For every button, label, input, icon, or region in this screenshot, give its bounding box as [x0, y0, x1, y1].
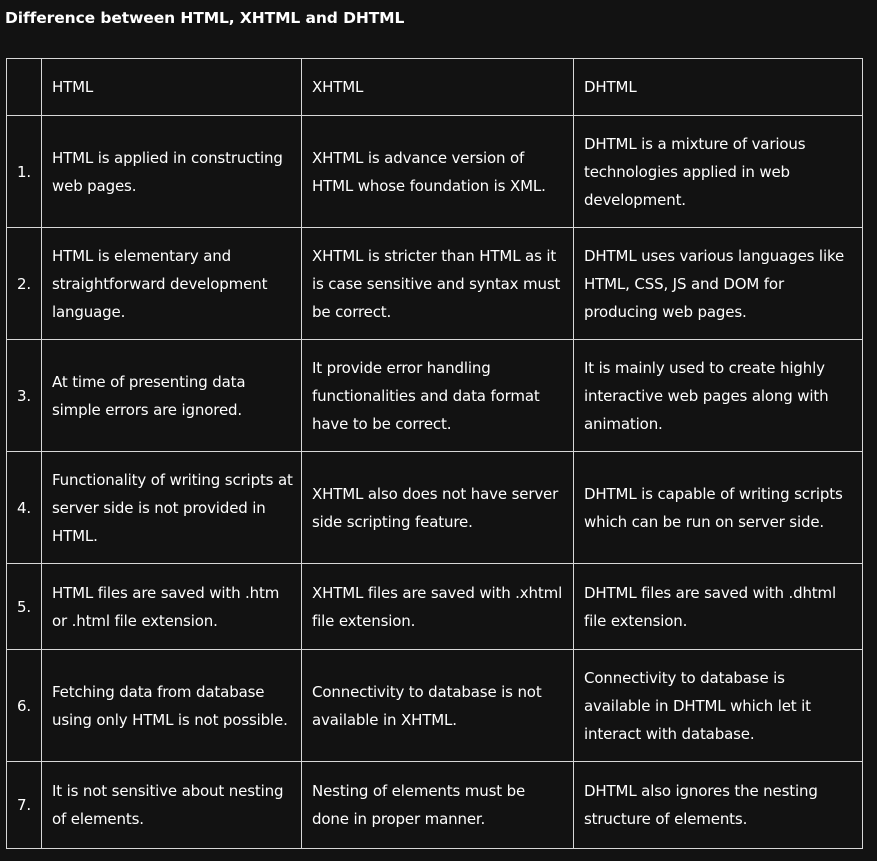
html-cell: Functionality of writing scripts at serv… [41, 451, 302, 564]
row-number: 4. [6, 451, 42, 564]
xhtml-cell: XHTML is stricter than HTML as it is cas… [301, 227, 574, 340]
row-number: 6. [6, 649, 42, 762]
page-title: Difference between HTML, XHTML and DHTML [5, 9, 405, 27]
table-row: 5. HTML files are saved with .htm or .ht… [6, 563, 863, 650]
table-row: 3. At time of presenting data simple err… [6, 339, 863, 452]
html-cell: HTML is elementary and straightforward d… [41, 227, 302, 340]
header-cell-xhtml: XHTML [301, 58, 574, 116]
header-cell-number [6, 58, 42, 116]
html-cell: HTML files are saved with .htm or .html … [41, 563, 302, 650]
html-cell: Fetching data from database using only H… [41, 649, 302, 762]
dhtml-cell: DHTML also ignores the nesting structure… [573, 761, 863, 849]
comparison-table: HTML XHTML DHTML 1. HTML is applied in c… [6, 58, 863, 849]
xhtml-cell: XHTML is advance version of HTML whose f… [301, 115, 574, 228]
table-header-row: HTML XHTML DHTML [6, 58, 863, 116]
table-row: 6. Fetching data from database using onl… [6, 649, 863, 762]
row-number: 1. [6, 115, 42, 228]
table-row: 4. Functionality of writing scripts at s… [6, 451, 863, 564]
dhtml-cell: DHTML uses various languages like HTML, … [573, 227, 863, 340]
table-row: 2. HTML is elementary and straightforwar… [6, 227, 863, 340]
dhtml-cell: DHTML is capable of writing scripts whic… [573, 451, 863, 564]
row-number: 2. [6, 227, 42, 340]
html-cell: It is not sensitive about nesting of ele… [41, 761, 302, 849]
table-row: 1. HTML is applied in constructing web p… [6, 115, 863, 228]
xhtml-cell: XHTML files are saved with .xhtml file e… [301, 563, 574, 650]
xhtml-cell: XHTML also does not have server side scr… [301, 451, 574, 564]
header-cell-dhtml: DHTML [573, 58, 863, 116]
table-row: 7. It is not sensitive about nesting of … [6, 761, 863, 849]
dhtml-cell: DHTML files are saved with .dhtml file e… [573, 563, 863, 650]
header-cell-html: HTML [41, 58, 302, 116]
row-number: 7. [6, 761, 42, 849]
dhtml-cell: Connectivity to database is available in… [573, 649, 863, 762]
xhtml-cell: Nesting of elements must be done in prop… [301, 761, 574, 849]
dhtml-cell: It is mainly used to create highly inter… [573, 339, 863, 452]
row-number: 3. [6, 339, 42, 452]
xhtml-cell: It provide error handling functionalitie… [301, 339, 574, 452]
html-cell: At time of presenting data simple errors… [41, 339, 302, 452]
html-cell: HTML is applied in constructing web page… [41, 115, 302, 228]
xhtml-cell: Connectivity to database is not availabl… [301, 649, 574, 762]
dhtml-cell: DHTML is a mixture of various technologi… [573, 115, 863, 228]
row-number: 5. [6, 563, 42, 650]
